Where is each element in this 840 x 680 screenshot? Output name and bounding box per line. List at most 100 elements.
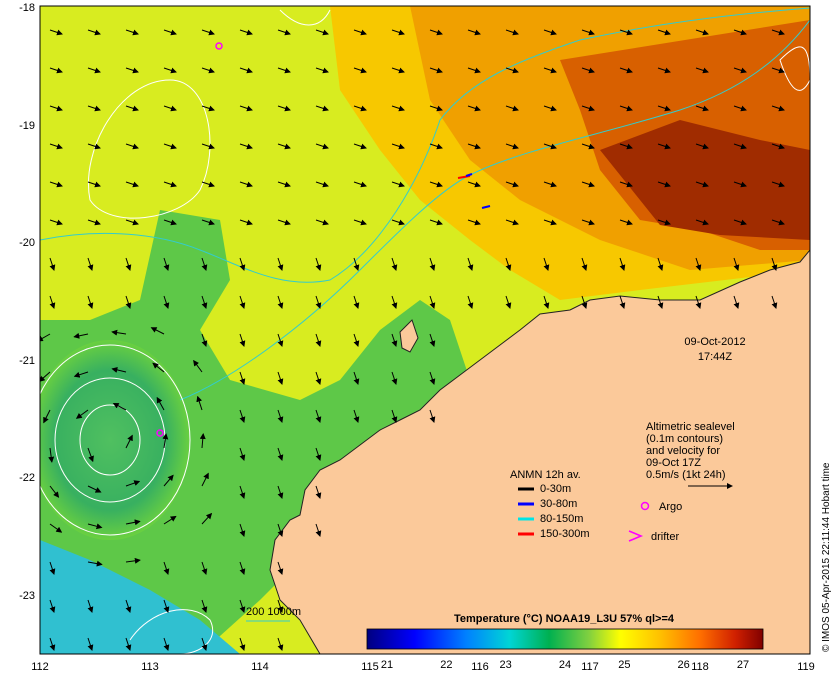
velocity-arrow [201,599,208,613]
velocity-arrow [239,295,246,309]
velocity-arrow [771,257,778,271]
colorbar-tick: 26 [678,659,690,671]
velocity-arrow [125,519,141,526]
velocity-arrow [391,219,405,226]
velocity-arrow [353,333,360,347]
velocity-arrow [467,67,481,74]
velocity-arrow [201,257,208,271]
altimetry-line: 0.5m/s (1kt 24h) [646,469,725,481]
velocity-arrow [125,295,132,309]
velocity-arrow [199,433,206,449]
velocity-arrow [657,29,671,36]
velocity-arrow [543,143,557,150]
velocity-arrow [87,637,94,651]
velocity-arrow [201,561,208,575]
velocity-arrow [49,219,63,226]
velocity-arrow [315,105,329,112]
map-field [40,6,810,654]
velocity-arrow [657,295,664,309]
lon-tick-label: 116 [471,661,489,673]
velocity-arrow [429,219,443,226]
velocity-arrow [125,105,139,112]
velocity-arrow [201,512,213,525]
colorbar-tick: 23 [500,659,512,671]
velocity-arrow [315,219,329,226]
velocity-arrow [152,362,165,373]
velocity-arrow [695,181,709,188]
velocity-arrow [733,67,747,74]
velocity-arrow [429,29,443,36]
velocity-arrow [87,29,101,36]
velocity-arrow [239,485,246,499]
velocity-arrow [239,637,246,651]
velocity-arrow [277,257,284,271]
velocity-arrow [163,474,174,487]
velocity-arrow [657,105,671,112]
land-mass [269,249,810,654]
velocity-arrow [505,67,519,74]
lon-axis: 112 113 114 115 116 117 118 119 [31,661,815,673]
velocity-arrow [429,181,443,188]
velocity-arrow [505,257,512,271]
velocity-arrow [163,295,170,309]
velocity-arrow [277,219,291,226]
velocity-arrow [239,67,253,74]
velocity-arrow [771,67,785,74]
velocity-arrow [315,371,322,385]
colorbar-ramp [366,628,764,650]
velocity-arrow [505,219,519,226]
velocity-arrow [315,257,322,271]
velocity-arrow [467,181,481,188]
velocity-arrow [163,29,177,36]
velocity-arrow [277,409,284,423]
colorbar: Temperature (°C) NOAA19_L3U 57% ql>=4 21… [366,613,764,671]
velocity-arrow [619,257,626,271]
velocity-arrow [581,257,588,271]
velocity-arrow [125,143,139,150]
hottest-band [600,120,810,240]
velocity-arrow [163,67,177,74]
velocity-arrow [277,181,291,188]
velocity-arrow [467,257,474,271]
velocity-arrow [48,447,55,463]
velocity-arrow [353,181,367,188]
velocity-arrow [353,409,360,423]
velocity-arrow [87,105,101,112]
velocity-arrow [239,371,246,385]
velocity-arrow [87,219,101,226]
velocity-arrow [391,257,398,271]
colorbar-tick: 25 [618,659,630,671]
velocity-arrow [315,447,322,461]
velocity-arrow [429,257,436,271]
velocity-arrow [353,105,367,112]
lon-tick-label: 117 [581,661,599,673]
velocity-arrow [391,409,398,423]
mooring-label: 150-300m [540,528,590,540]
velocity-arrow [125,480,141,487]
timestamp-date: 09-Oct-2012 [684,336,745,348]
velocity-arrow [581,295,588,309]
velocity-arrow [201,29,215,36]
velocity-arrow [163,599,170,613]
velocity-arrow [163,181,177,188]
lon-tick-label: 112 [31,661,49,673]
velocity-arrow [315,295,322,309]
velocity-arrow [657,181,671,188]
velocity-arrow [581,143,595,150]
velocity-arrow [315,181,329,188]
velocity-arrow [771,181,785,188]
velocity-arrow [277,523,284,537]
velocity-arrow [277,637,284,651]
velocity-arrow [733,295,740,309]
velocity-arrow [125,219,139,226]
velocity-arrow [201,105,215,112]
velocity-arrow [277,485,284,499]
velocity-arrow [733,29,747,36]
velocity-arrow [277,371,284,385]
velocity-arrow [391,181,405,188]
velocity-arrow [429,295,436,309]
velocity-arrow [49,599,56,613]
isobath-label: 200 1000m [246,606,301,618]
velocity-arrow [315,523,322,537]
